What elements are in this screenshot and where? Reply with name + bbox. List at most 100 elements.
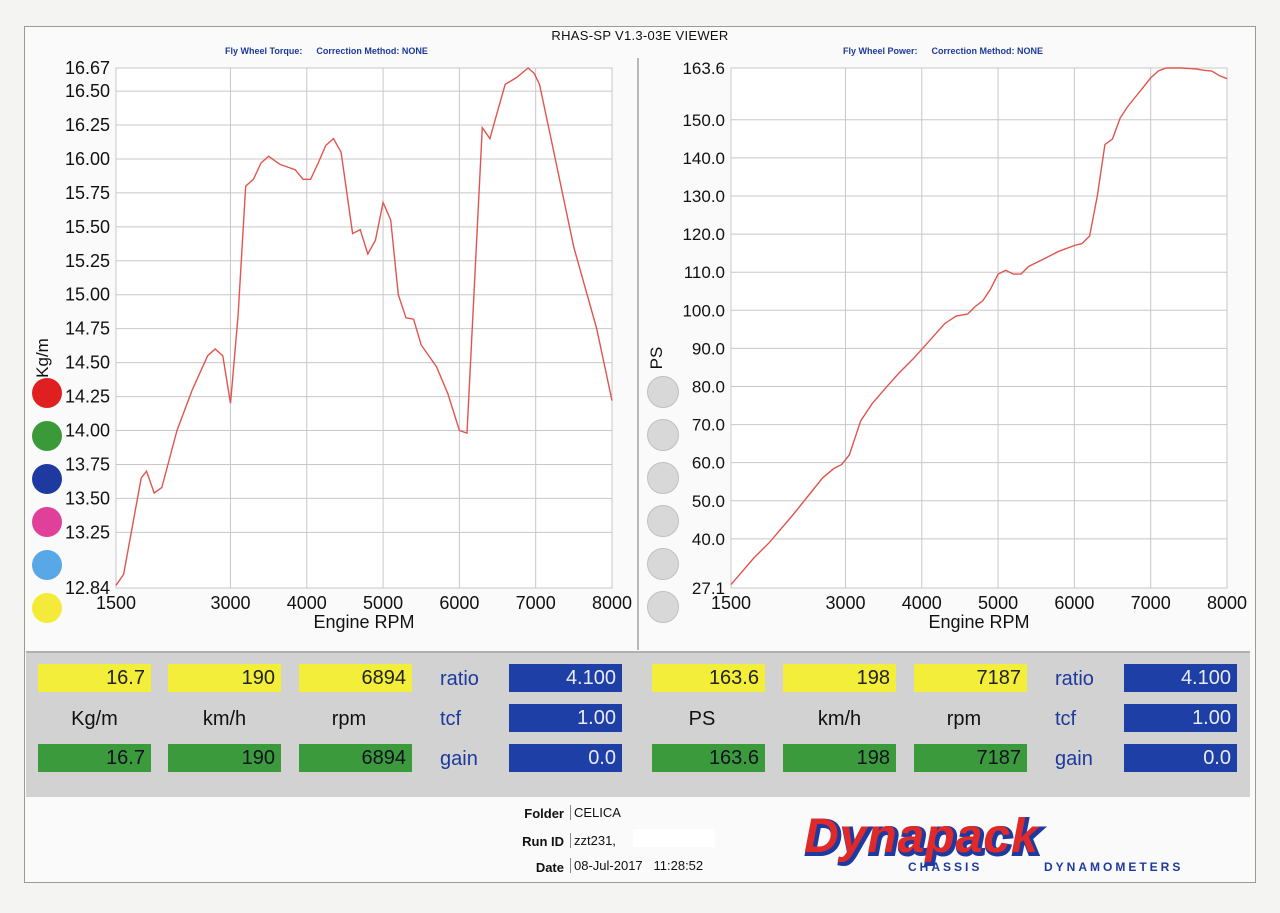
series-color-dot-inactive (647, 462, 679, 494)
torque-y-tick-label: 13.25 (65, 522, 110, 542)
left-max-rpm: 6894 (299, 664, 412, 692)
power-y-tick-label: 130.0 (682, 187, 725, 206)
power-header-correction: Correction Method: NONE (931, 46, 1044, 56)
torque-x-tick-label: 7000 (516, 593, 556, 613)
dynapack-logo: Dynapack Dynapack CHASSIS DYNAMOMETERS (804, 810, 1183, 874)
right-max-rpm: 7187 (914, 664, 1027, 692)
torque-y-tick-label: 15.25 (65, 251, 110, 271)
torque-chart: 1500 3000 4000 5000 6000 7000 8000 16.67 16.50 16… (33, 58, 632, 632)
power-y-tick-label: 110.0 (684, 263, 725, 282)
power-y-tick-label: 120.0 (682, 225, 725, 244)
power-x-tick-label: 1500 (711, 593, 751, 613)
power-x-tick-label: 8000 (1207, 593, 1247, 613)
power-y-tick-label: 140.0 (682, 149, 725, 168)
left-max-speed: 190 (168, 664, 281, 692)
series-color-dot-inactive (647, 505, 679, 537)
right-cur-rpm: 7187 (914, 744, 1027, 772)
left-max-torque: 16.7 (38, 664, 151, 692)
left-unit-torque: Kg/m (71, 708, 118, 730)
series-color-dot (32, 550, 62, 580)
torque-y-tick-label: 15.75 (65, 183, 110, 203)
torque-x-tick-label: 3000 (210, 593, 250, 613)
torque-y-tick-label: 15.50 (65, 217, 110, 237)
torque-y-tick-label: 14.50 (65, 353, 110, 373)
logo-tagline-right: DYNAMOMETERS (1044, 860, 1183, 874)
right-tcf-value: 1.00 (1124, 704, 1237, 732)
torque-y-tick-label: 16.25 (65, 115, 110, 135)
panel-divider (637, 58, 639, 650)
torque-header-correction: Correction Method: NONE (316, 46, 428, 56)
power-y-tick-label: 150.0 (682, 111, 725, 130)
series-color-dot (32, 464, 62, 494)
torque-y-axis-label: Kg/m (33, 338, 52, 378)
right-cur-speed: 198 (783, 744, 896, 772)
power-header: Fly Wheel Power: Correction Method: NONE (843, 46, 1043, 56)
right-max-power: 163.6 (652, 664, 765, 692)
power-x-tick-label: 3000 (825, 593, 865, 613)
left-cur-torque: 16.7 (38, 744, 151, 772)
torque-y-tick-label: 12.84 (65, 578, 110, 598)
redaction-box (633, 829, 715, 847)
time-text: 11:28:52 (653, 858, 704, 873)
power-y-tick-label: 80.0 (692, 377, 725, 396)
right-gain-label: gain (1055, 748, 1093, 770)
power-header-label: Fly Wheel Power: (843, 46, 918, 56)
left-tcf-value: 1.00 (509, 704, 622, 732)
power-y-tick-label: 90.0 (692, 339, 725, 358)
torque-plot-area (115, 67, 613, 589)
right-gain-value: 0.0 (1124, 744, 1237, 772)
left-ratio-value: 4.100 (509, 664, 622, 692)
torque-x-axis-label: Engine RPM (313, 612, 414, 632)
series-color-dot-inactive (647, 419, 679, 451)
torque-y-tick-label: 16.00 (65, 149, 110, 169)
torque-y-tick-label: 16.50 (65, 81, 110, 101)
folder-label: Folder (524, 806, 564, 821)
power-y-tick-label: 50.0 (692, 492, 725, 511)
series-color-dot (32, 378, 62, 408)
power-x-axis-label: Engine RPM (928, 612, 1029, 632)
torque-x-tick-label: 1500 (96, 593, 136, 613)
power-y-tick-label: 163.6 (682, 59, 725, 78)
logo-text: Dynapack (804, 810, 1040, 863)
left-cur-rpm: 6894 (299, 744, 412, 772)
power-x-tick-label: 5000 (978, 593, 1018, 613)
left-ratio-label: ratio (440, 668, 479, 690)
torque-series-line (115, 67, 613, 586)
torque-x-tick-label: 8000 (592, 593, 632, 613)
right-unit-power: PS (688, 708, 716, 730)
torque-y-tick-label: 14.25 (65, 387, 110, 407)
power-y-tick-label: 70.0 (692, 416, 725, 435)
runid-label: Run ID (522, 834, 564, 849)
power-series-line (730, 67, 1228, 586)
viewer-title: RHAS-SP V1.3-03E VIEWER (551, 28, 729, 43)
series-color-dot (32, 507, 62, 537)
power-y-axis-label: PS (647, 347, 666, 370)
right-unit-rpm: rpm (946, 708, 982, 730)
torque-x-tick-label: 4000 (287, 593, 327, 613)
left-cur-speed: 190 (168, 744, 281, 772)
torque-x-tick-label: 5000 (363, 593, 403, 613)
torque-header-label: Fly Wheel Torque: (225, 46, 303, 56)
torque-x-tick-label: 6000 (439, 593, 479, 613)
power-x-tick-label: 6000 (1054, 593, 1094, 613)
folder-value: CELICA (570, 805, 621, 820)
right-cur-power: 163.6 (652, 744, 765, 772)
torque-y-tick-label: 16.67 (65, 58, 110, 78)
series-color-dot (32, 593, 62, 623)
date-text: 08-Jul-2017 (574, 858, 643, 873)
torque-y-tick-label: 13.50 (65, 488, 110, 508)
torque-y-tick-label: 14.00 (65, 421, 110, 441)
torque-y-tick-label: 14.75 (65, 319, 110, 339)
power-y-tick-label: 40.0 (692, 530, 725, 549)
series-color-dot (32, 421, 62, 451)
logo-tagline-left: CHASSIS (908, 860, 982, 874)
runid-value: zzt231, (570, 833, 616, 848)
power-plot-area (730, 67, 1228, 589)
left-unit-rpm: rpm (331, 708, 367, 730)
date-label: Date (535, 860, 564, 875)
right-ratio-label: ratio (1055, 668, 1094, 690)
torque-y-tick-label: 15.00 (65, 285, 110, 305)
left-gain-value: 0.0 (509, 744, 622, 772)
power-y-tick-label: 60.0 (692, 454, 725, 473)
right-unit-speed: km/h (817, 708, 862, 730)
